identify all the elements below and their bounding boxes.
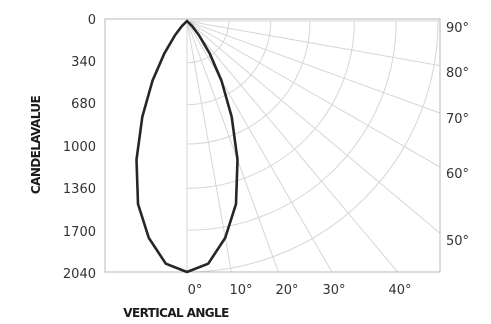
angle-tick-40: 40° xyxy=(388,283,411,298)
radial-gridline-70 xyxy=(186,20,441,114)
radial-gridline-80 xyxy=(186,20,441,67)
radial-gridline-30 xyxy=(186,20,333,273)
radial-gridline-50 xyxy=(186,20,441,234)
angle-tick-80: 80° xyxy=(446,66,469,81)
angle-tick-10: 10° xyxy=(229,283,252,298)
polar-grid xyxy=(186,20,441,273)
radial-gridline-60 xyxy=(186,20,441,168)
angle-tick-20: 20° xyxy=(275,283,298,298)
candela-curve xyxy=(135,19,239,274)
angle-tick-70: 70° xyxy=(446,112,469,127)
radial-tick-1360: 1360 xyxy=(63,182,96,197)
radial-tick-340: 340 xyxy=(71,55,96,70)
arc-gridline-5 xyxy=(186,20,397,231)
radial-tick-0: 0 xyxy=(88,13,96,28)
plot-frame xyxy=(104,18,441,273)
arc-gridline-3 xyxy=(186,20,311,145)
arc-gridline-6 xyxy=(186,20,439,273)
radial-tick-680: 680 xyxy=(71,97,96,112)
arc-gridline-1 xyxy=(186,20,230,64)
arc-gridline-2 xyxy=(186,20,272,106)
radial-tick-1000: 1000 xyxy=(63,140,96,155)
arc-gridline-4 xyxy=(186,20,355,189)
radial-gridline-20 xyxy=(186,20,279,273)
angle-tick-0: 0° xyxy=(188,283,203,298)
y-axis-title: CANDELAVALUE xyxy=(29,96,43,195)
angle-tick-50: 50° xyxy=(446,234,469,249)
angle-tick-30: 30° xyxy=(322,283,345,298)
radial-gridline-40 xyxy=(186,20,398,273)
radial-tick-1700: 1700 xyxy=(63,225,96,240)
angle-tick-60: 60° xyxy=(446,167,469,182)
radial-tick-2040: 2040 xyxy=(63,267,96,282)
x-axis-title: VERTICAL ANGLE xyxy=(123,306,229,320)
radial-gridline-10 xyxy=(186,20,232,273)
angle-tick-90: 90° xyxy=(446,21,469,36)
